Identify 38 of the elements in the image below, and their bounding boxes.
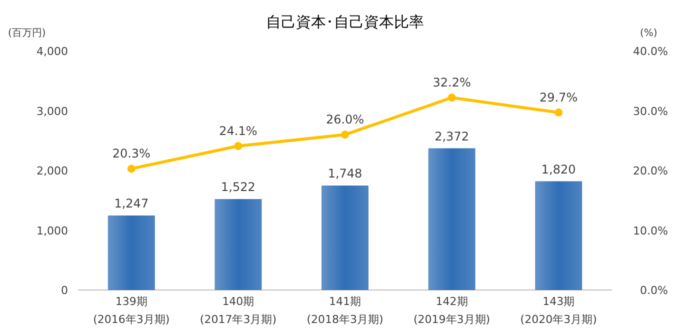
x-tick-label: 140期 (2017年3月期) <box>200 295 276 326</box>
point <box>234 142 242 150</box>
data-label: 1,820 <box>541 162 576 176</box>
y2-tick-label: 40.0% <box>633 45 668 58</box>
y-tick-label: 1,000 <box>36 224 68 238</box>
data-label: 2,372 <box>434 129 469 144</box>
y2-tick-label: 30.0% <box>633 104 668 118</box>
bar <box>322 186 368 290</box>
y-tick-label: 2,000 <box>36 164 68 178</box>
x-tick-label: 139期 (2016年3月期) <box>93 295 170 326</box>
point <box>554 108 563 117</box>
x-tick-label: 142期 (2019年3月期) <box>414 295 490 326</box>
data-label: 29.7% <box>540 90 578 105</box>
chart-title: 自己資本･自己資本比率 <box>266 13 424 31</box>
point <box>341 130 349 139</box>
data-label: 1,748 <box>328 166 362 181</box>
bar <box>428 148 476 290</box>
data-label: 1,522 <box>221 180 256 194</box>
data-label: 20.3% <box>112 146 150 161</box>
y-axis-title: (百万円) <box>8 28 46 39</box>
y2-tick-label: 20.0% <box>633 164 668 178</box>
x-tick-label: 141期 (2018年3月期) <box>306 295 384 326</box>
data-label: 26.0% <box>326 112 364 127</box>
bar <box>214 199 262 290</box>
y2-tick-label: 0.0% <box>640 284 668 297</box>
y-tick-label: 3,000 <box>36 104 68 118</box>
y2-tick-label: 10.0% <box>633 224 668 238</box>
point <box>127 164 136 173</box>
bar <box>108 215 155 290</box>
bar <box>535 181 582 290</box>
y-tick-label: 0 <box>61 284 68 297</box>
data-label: 32.2% <box>432 76 471 90</box>
y-tick-label: 4,000 <box>36 45 68 58</box>
data-label: 1,247 <box>114 196 149 210</box>
y2-axis-title: (%) <box>640 28 658 39</box>
point <box>448 94 456 102</box>
x-tick-label: 143期 (2020年3月期) <box>520 295 597 326</box>
data-label: 24.1% <box>219 124 258 138</box>
